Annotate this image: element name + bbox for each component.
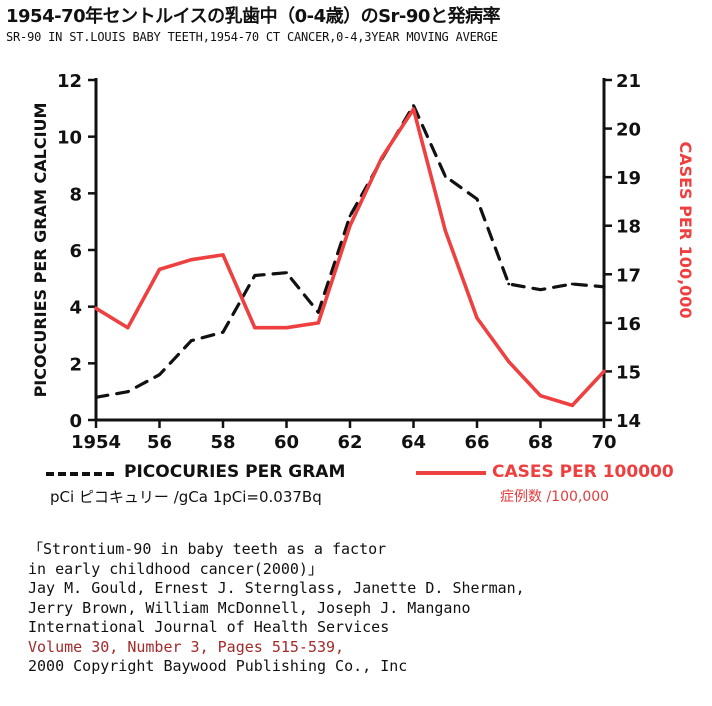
data-point-cases [94, 306, 98, 310]
data-point-picocuries [158, 373, 161, 377]
citation-line-authors: Jay M. Gould, Ernest J. Sternglass, Jane… [28, 579, 525, 597]
data-point-picocuries [348, 214, 352, 218]
data-point-picocuries [443, 174, 447, 178]
data-point-cases [157, 267, 162, 272]
y-left-axis-title: PICOCURIES PER GRAM CALCIUM [31, 103, 50, 398]
data-point-cases [348, 224, 352, 228]
y-right-tick-label: 16 [616, 314, 641, 335]
legend-dashed-swatch [46, 472, 114, 476]
citation-line-authors-cont: Jerry Brown, William McDonnell, Joseph J… [28, 598, 471, 617]
data-point-cases [507, 360, 511, 364]
legend-solid-swatch [416, 471, 486, 475]
data-point-cases [221, 253, 225, 257]
citation-line-volume: Volume 30, Number 3, Pages 515-539, [28, 637, 345, 656]
data-point-cases [602, 369, 606, 374]
data-point-cases [253, 326, 257, 330]
unit-note-cases: 症例数 /100,000 [500, 489, 610, 505]
data-point-picocuries [475, 197, 479, 201]
data-point-cases [570, 403, 574, 408]
chart-title: 1954-70年セントルイスの乳歯中（0-4歳）のSr-90と発病率 [6, 6, 500, 27]
legend-label-cases: CASES PER 100000 [492, 462, 674, 482]
y-right-tick-label: 14 [616, 411, 641, 432]
data-point-picocuries [539, 288, 542, 292]
data-point-picocuries [126, 390, 130, 394]
y-right-tick-label: 17 [616, 265, 641, 286]
data-point-cases [316, 321, 320, 325]
y-left-tick-label: 4 [69, 298, 82, 319]
x-tick-label: 62 [337, 432, 362, 453]
y-right-tick-label: 15 [616, 362, 641, 383]
data-point-cases [411, 107, 416, 111]
data-point-picocuries [412, 104, 415, 107]
data-point-cases [126, 326, 130, 330]
y-left-tick-label: 0 [69, 411, 82, 432]
data-point-picocuries [507, 282, 511, 286]
data-point-cases [380, 156, 384, 160]
legend: PICOCURIES PER GRAM CASES PER 100000 [40, 462, 700, 484]
y-right-axis-title: CASES PER 100,000 [676, 141, 695, 318]
x-tick-label: 56 [147, 432, 172, 453]
x-tick-label: 66 [464, 432, 489, 453]
data-point-picocuries [602, 285, 606, 289]
x-tick-label: 70 [591, 432, 616, 453]
y-left-tick-label: 10 [57, 128, 82, 149]
y-right-tick-label: 18 [616, 217, 641, 238]
data-point-cases [284, 326, 289, 330]
y-left-tick-label: 8 [69, 184, 82, 205]
data-point-picocuries [221, 330, 225, 334]
y-left-tick-label: 6 [69, 241, 82, 262]
data-point-cases [189, 258, 193, 262]
y-left-tick-label: 2 [69, 354, 82, 375]
x-tick-label: 58 [210, 432, 235, 453]
legend-label-picocuries: PICOCURIES PER GRAM [124, 462, 346, 482]
citation-line-title-cont: in early childhood cancer(2000)」 [28, 559, 323, 578]
y-left-tick-label: 12 [57, 71, 82, 92]
citation-block: 「Strontium-90 in baby teeth as a factor … [28, 540, 525, 677]
data-point-picocuries [316, 310, 320, 314]
data-point-cases [538, 394, 543, 398]
data-point-picocuries [94, 395, 98, 399]
x-tick-label: 68 [528, 432, 553, 453]
x-tick-label: 60 [274, 432, 299, 453]
chart-subtitle: SR-90 IN ST.LOUIS BABY TEETH,1954-70 CT … [6, 30, 498, 44]
data-point-picocuries [253, 274, 257, 277]
x-tick-label: 64 [401, 432, 426, 453]
citation-line-title: 「Strontium-90 in baby teeth as a factor [28, 540, 387, 558]
data-point-picocuries [285, 271, 288, 275]
data-point-cases [475, 316, 479, 320]
unit-note: pCi ピコキュリー /gCa 1pCi=0.037Bq [50, 488, 322, 506]
series-line-picocuries [94, 103, 606, 399]
data-point-picocuries [570, 282, 574, 286]
data-point-picocuries [189, 339, 193, 343]
citation-line-copyright: 2000 Copyright Baywood Publishing Co., I… [28, 657, 408, 675]
y-right-tick-label: 19 [616, 168, 641, 189]
x-tick-label: 1954 [71, 432, 121, 453]
citation-line-journal: International Journal of Health Services [28, 618, 390, 636]
y-right-tick-label: 20 [616, 120, 641, 141]
y-right-tick-label: 21 [616, 71, 641, 92]
data-point-cases [443, 228, 447, 233]
